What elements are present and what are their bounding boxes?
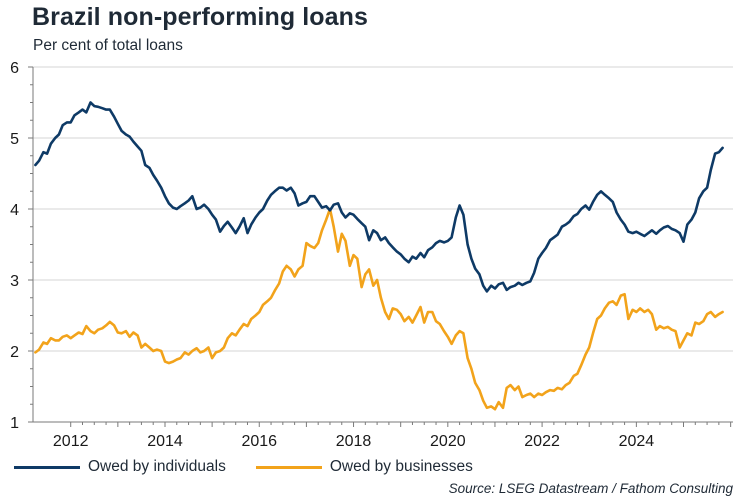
chart-subtitle: Per cent of total loans [33,37,183,54]
y-tick-label-2: 2 [10,344,19,361]
x-tick-label-2020: 2020 [430,433,466,450]
legend-label-businesses: Owed by businesses [329,458,473,475]
x-tick-label-2022: 2022 [524,433,560,450]
legend-item-individuals: Owed by individuals [14,458,226,476]
series-line-individuals [34,101,724,293]
y-tick-label-5: 5 [10,131,19,148]
chart-source: Source: LSEG Datastream / Fathom Consult… [448,481,733,496]
series-line-businesses [34,207,724,411]
y-tick-label-3: 3 [10,273,19,290]
x-tick-label-2016: 2016 [241,433,277,450]
y-tick-label-6: 6 [10,60,19,77]
x-tick-label-2024: 2024 [619,433,655,450]
legend-item-businesses: Owed by businesses [255,458,473,476]
legend-swatch-businesses [255,465,322,469]
legend-swatch-individuals [14,465,80,469]
x-tick-label-2014: 2014 [147,433,183,450]
x-tick-label-2018: 2018 [336,433,372,450]
y-tick-label-1: 1 [10,415,19,432]
x-tick-label-2012: 2012 [53,433,89,450]
chart-legend: Owed by individuals Owed by businesses [14,458,503,476]
chart-title: Brazil non-performing loans [32,3,369,31]
y-tick-label-4: 4 [10,202,19,219]
legend-label-individuals: Owed by individuals [88,458,226,475]
